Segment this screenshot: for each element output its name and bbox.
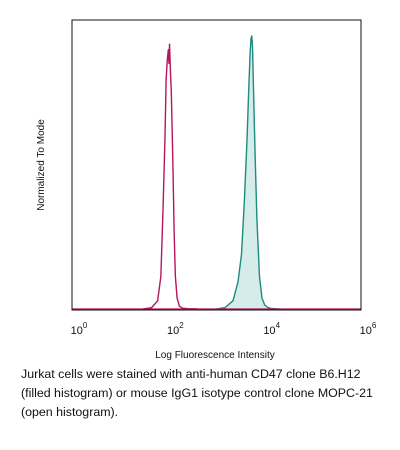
figure-caption: Jurkat cells were stained with anti-huma… — [21, 367, 373, 419]
x-axis-ticks: 100 102 104 106 — [71, 321, 377, 337]
open-histogram-line — [143, 43, 198, 310]
filled-histogram-line — [216, 35, 280, 310]
histogram-chart: 100 102 104 106 Log Fluorescence Intensity … — [36, 19, 377, 360]
plot-frame — [71, 19, 362, 311]
x-tick-label: 102 — [167, 321, 184, 337]
x-tick-label: 104 — [263, 321, 280, 337]
x-tick-label: 100 — [71, 321, 88, 337]
x-axis-title: Log Fluorescence Intensity — [155, 350, 275, 360]
filled-histogram-area — [216, 36, 280, 309]
x-tick-label: 106 — [360, 321, 377, 337]
y-axis-title: Normalized To Mode — [36, 119, 47, 211]
